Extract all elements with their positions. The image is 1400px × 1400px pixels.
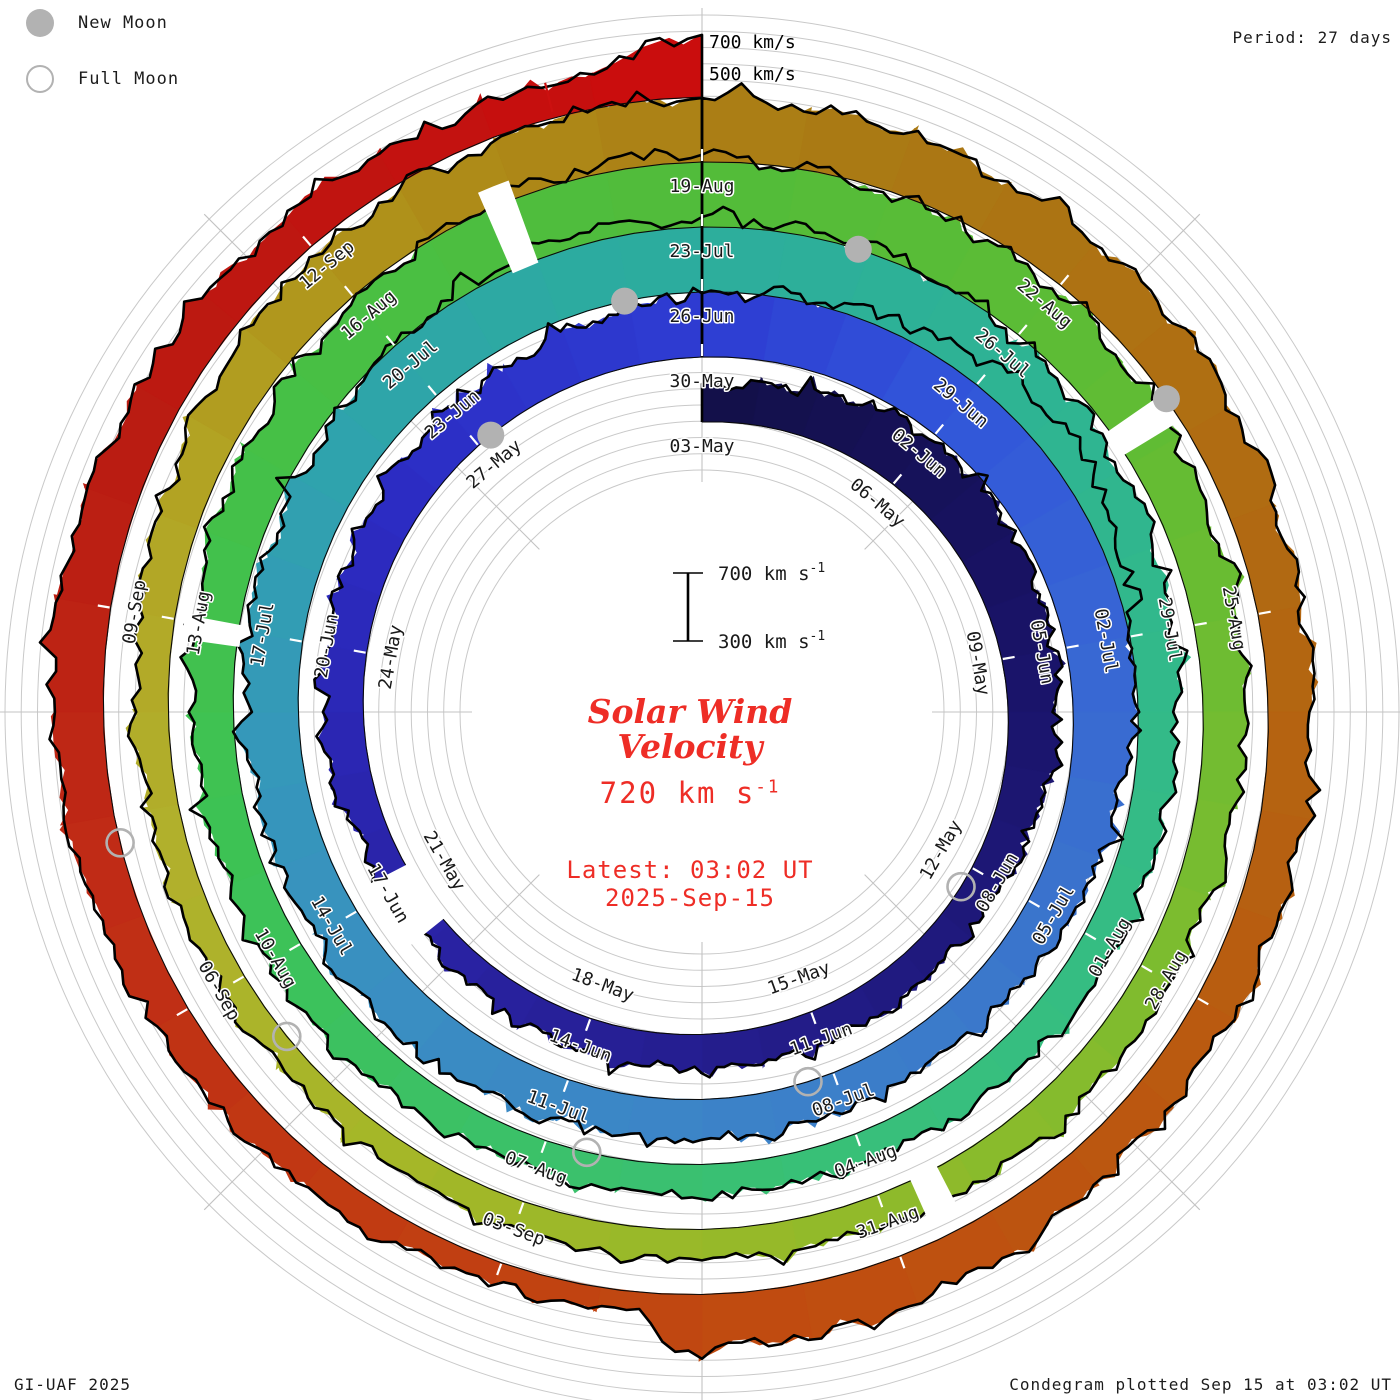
period-label: Period: 27 days [1232,28,1392,47]
spiral-base-line [102,96,1269,1296]
full-moon-marker [793,1066,823,1097]
date-label: 24-May [375,623,407,691]
full-moon-marker [946,871,976,902]
date-label: 26-Jun [669,306,734,327]
velocity-bands [39,34,1321,1362]
new-moon-marker [477,421,505,449]
plotted-timestamp: Condegram plotted Sep 15 at 03:02 UT [1009,1375,1392,1394]
date-label: 15-May [765,957,833,999]
date-label: 03-May [669,436,734,457]
date-label: 21-May [419,828,470,895]
center-annotations: Solar Wind Velocity 720 km s-1 Latest: 0… [566,694,813,912]
day-ticks [97,149,1271,1276]
date-label: 18-May [568,964,636,1006]
date-label: 19-Aug [669,176,734,197]
credit-label: GI-UAF 2025 [14,1375,131,1394]
new-moon-marker [611,287,639,315]
full-moon-icon [26,65,54,93]
new-moon-marker [1152,385,1180,413]
chart-title: Solar Wind Velocity [587,692,793,766]
date-label: 09-May [962,629,994,697]
full-moon-marker [105,827,135,858]
end-edge-label: 500 km/s [709,64,796,85]
moon-legend: New Moon Full Moon [26,6,179,118]
date-label: 30-May [669,371,734,392]
new-moon-icon [26,9,54,37]
full-moon-marker [571,1137,602,1168]
event-tick [544,82,554,113]
latest-timestamp: Latest: 03:02 UT 2025-Sep-15 [566,856,814,912]
band-edges [38,33,1322,1361]
legend-full-moon: Full Moon [26,62,179,96]
velocity-scale-bar: 700 km s-1 300 km s-1 [673,561,825,653]
end-edge-label: 700 km/s [709,32,796,53]
moon-markers [105,235,1180,1168]
full-moon-label: Full Moon [78,69,180,89]
current-velocity: 720 km s-1 [599,776,781,810]
new-moon-marker [844,235,872,263]
legend-new-moon: New Moon [26,6,179,40]
full-moon-marker [271,1021,302,1052]
scale-bar-label: 700 km s-1 [718,561,825,585]
date-label: 23-Jul [669,241,734,262]
scale-bar-label: 300 km s-1 [718,629,825,653]
end-edge-labels: 700 km/s 500 km/s [709,32,796,85]
new-moon-label: New Moon [78,13,168,33]
